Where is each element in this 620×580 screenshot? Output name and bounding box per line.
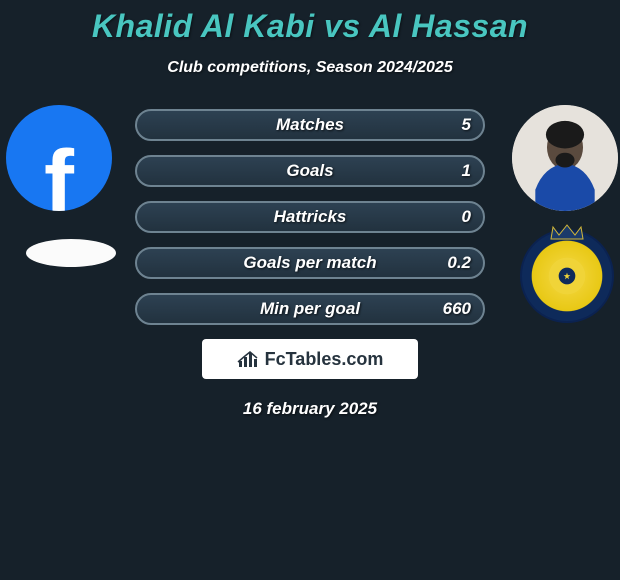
comparison-panel: f Matches <box>0 105 620 419</box>
stat-label: Goals <box>286 161 333 181</box>
player-left-avatar: f <box>6 105 112 211</box>
stat-row: Goals 1 <box>135 155 485 187</box>
date-text: 16 february 2025 <box>0 399 620 419</box>
page-subtitle: Club competitions, Season 2024/2025 <box>0 59 620 77</box>
stat-label: Min per goal <box>260 299 360 319</box>
page-title: Khalid Al Kabi vs Al Hassan <box>0 0 620 45</box>
attribution-text: FcTables.com <box>265 349 384 370</box>
stat-right-value: 5 <box>462 115 471 135</box>
bar-chart-icon <box>237 349 261 369</box>
stat-row: Min per goal 660 <box>135 293 485 325</box>
facebook-icon: f <box>6 105 112 211</box>
al-nassr-crest-icon <box>520 229 614 323</box>
stat-right-value: 660 <box>443 299 471 319</box>
stat-right-value: 0 <box>462 207 471 227</box>
stat-label: Hattricks <box>274 207 347 227</box>
stat-row: Hattricks 0 <box>135 201 485 233</box>
crown-icon <box>549 223 585 241</box>
stat-label: Matches <box>276 115 344 135</box>
stat-label: Goals per match <box>243 253 376 273</box>
player-photo <box>512 105 618 211</box>
club-badge-left <box>26 239 116 267</box>
stat-right-value: 1 <box>462 161 471 181</box>
player-right-avatar <box>512 105 618 211</box>
attribution-badge: FcTables.com <box>202 339 418 379</box>
stat-right-value: 0.2 <box>447 253 471 273</box>
club-badge-right <box>520 229 614 323</box>
stat-row: Goals per match 0.2 <box>135 247 485 279</box>
stat-row: Matches 5 <box>135 109 485 141</box>
stats-list: Matches 5 Goals 1 Hattricks 0 Goals per … <box>135 105 485 325</box>
